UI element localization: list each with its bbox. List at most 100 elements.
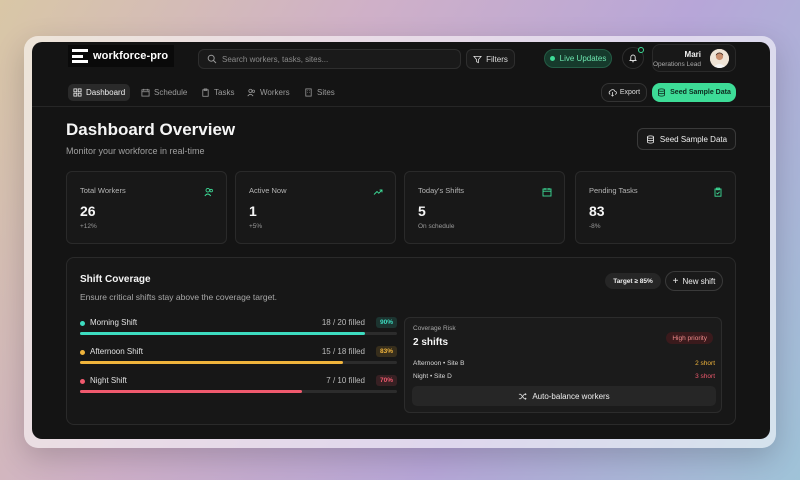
seed-label: Seed Sample Data [670,89,731,96]
stat-card-total-workers: Total Workers 26 +12% [66,171,227,244]
auto-balance-button[interactable]: Auto-balance workers [412,386,716,406]
main-nav: Dashboard Schedule Tasks Workers Sites E… [32,82,770,106]
shift-percent-badge: 70% [375,375,397,386]
top-header: workforce-pro Filters Live Updates Mari … [32,42,770,78]
brand-logo[interactable]: workforce-pro [68,45,175,67]
progress-track [80,390,397,393]
tab-label: Dashboard [86,88,126,97]
user-role: Operations Lead [652,61,701,68]
live-updates-label: Live Updates [559,54,607,63]
stat-label: Total Workers [80,186,126,195]
status-dot [80,350,85,355]
tab-tasks[interactable]: Tasks [196,84,239,101]
stat-card-active-now: Active Now 1 +5% [235,171,396,244]
coverage-title: Shift Coverage [80,274,151,285]
header-divider [32,106,770,107]
search-bar[interactable] [198,49,461,69]
progress-fill [80,361,344,364]
auto-balance-label: Auto-balance workers [532,391,610,401]
page-title: Dashboard Overview [66,120,236,139]
target-badge: Target ≥ 85% [605,273,661,289]
clipboard-icon [202,88,209,97]
stat-change: +12% [80,223,97,230]
shift-filled: 7 / 10 filled [326,376,365,385]
notifications-button[interactable] [622,47,644,69]
stat-change: +5% [249,223,263,230]
shift-name: Afternoon Shift [90,347,143,356]
grid-icon [73,88,82,97]
export-button[interactable]: Export [601,83,647,102]
live-updates-toggle[interactable]: Live Updates [544,49,612,68]
risk-short: 3 short [695,373,715,380]
progress-fill [80,332,366,335]
new-shift-button[interactable]: + New shift [665,271,723,291]
tab-label: Workers [260,88,290,97]
shift-row-afternoon: Afternoon Shift 15 / 18 filled 83% [80,346,397,370]
risk-short: 2 short [695,360,715,367]
shuffle-icon [519,392,527,400]
seed-sample-data-button[interactable]: Seed Sample Data [637,128,736,150]
calendar-icon [542,188,552,197]
tab-schedule[interactable]: Schedule [136,84,192,101]
seed-sample-data-button-top[interactable]: Seed Sample Data [652,83,736,102]
shift-name: Night Shift [90,376,127,385]
risk-site: Afternoon • Site B [413,360,465,367]
stat-value: 5 [418,203,426,219]
stat-change: -8% [589,223,601,230]
page-subtitle: Monitor your workforce in real-time [66,146,205,156]
tab-label: Schedule [154,88,188,97]
shift-filled: 15 / 18 filled [321,347,365,356]
shift-name: Morning Shift [90,318,138,327]
calendar-icon [141,88,150,97]
notification-dot [638,47,644,53]
tab-workers[interactable]: Workers [242,84,295,101]
user-menu[interactable]: Mari Operations Lead [652,44,736,72]
plus-icon: + [672,275,679,287]
cloud-download-icon [608,89,617,97]
shift-filled: 18 / 20 filled [321,318,365,327]
tab-label: Sites [317,88,335,97]
progress-track [80,332,397,335]
status-dot [80,379,85,384]
progress-fill [80,390,302,393]
risk-row: Night • Site D 3 short [413,373,715,383]
search-input[interactable] [222,54,442,64]
risk-site: Night • Site D [413,373,452,380]
shift-percent-badge: 90% [375,317,397,328]
stat-change: On schedule [418,223,455,230]
user-name: Mari [684,50,701,59]
shift-percent-badge: 83% [375,346,397,357]
coverage-subtitle: Ensure critical shifts stay above the co… [80,292,278,302]
users-icon [247,88,256,97]
building-icon [305,88,312,97]
live-dot-icon [549,56,555,61]
tab-sites[interactable]: Sites [299,84,340,101]
priority-badge: High priority [666,332,713,344]
filters-button[interactable]: Filters [466,49,515,69]
stat-value: 1 [249,203,257,219]
risk-label: Coverage Risk [413,325,456,332]
shift-row-morning: Morning Shift 18 / 20 filled 90% [80,317,397,341]
shift-row-night: Night Shift 7 / 10 filled 70% [80,375,397,399]
tab-label: Tasks [214,88,235,97]
stat-value: 26 [80,203,96,219]
stat-label: Pending Tasks [589,186,638,195]
bell-icon [629,54,637,63]
seed-label: Seed Sample Data [659,134,728,144]
stat-label: Active Now [249,186,287,195]
stat-value: 83 [589,203,605,219]
tab-dashboard[interactable]: Dashboard [68,84,131,101]
database-icon [646,134,654,143]
users-icon [204,187,213,197]
stat-card-todays-shifts: Today's Shifts 5 On schedule [404,171,565,244]
logo-mark-icon [72,49,88,63]
export-label: Export [619,89,641,96]
stat-card-pending-tasks: Pending Tasks 83 -8% [575,171,736,244]
search-icon [207,54,217,64]
app-window: workforce-pro Filters Live Updates Mari … [32,42,770,439]
avatar[interactable] [710,49,729,68]
filters-label: Filters [486,54,508,64]
stat-label: Today's Shifts [418,186,465,195]
status-dot [80,321,85,326]
clipboard-check-icon [714,187,722,197]
